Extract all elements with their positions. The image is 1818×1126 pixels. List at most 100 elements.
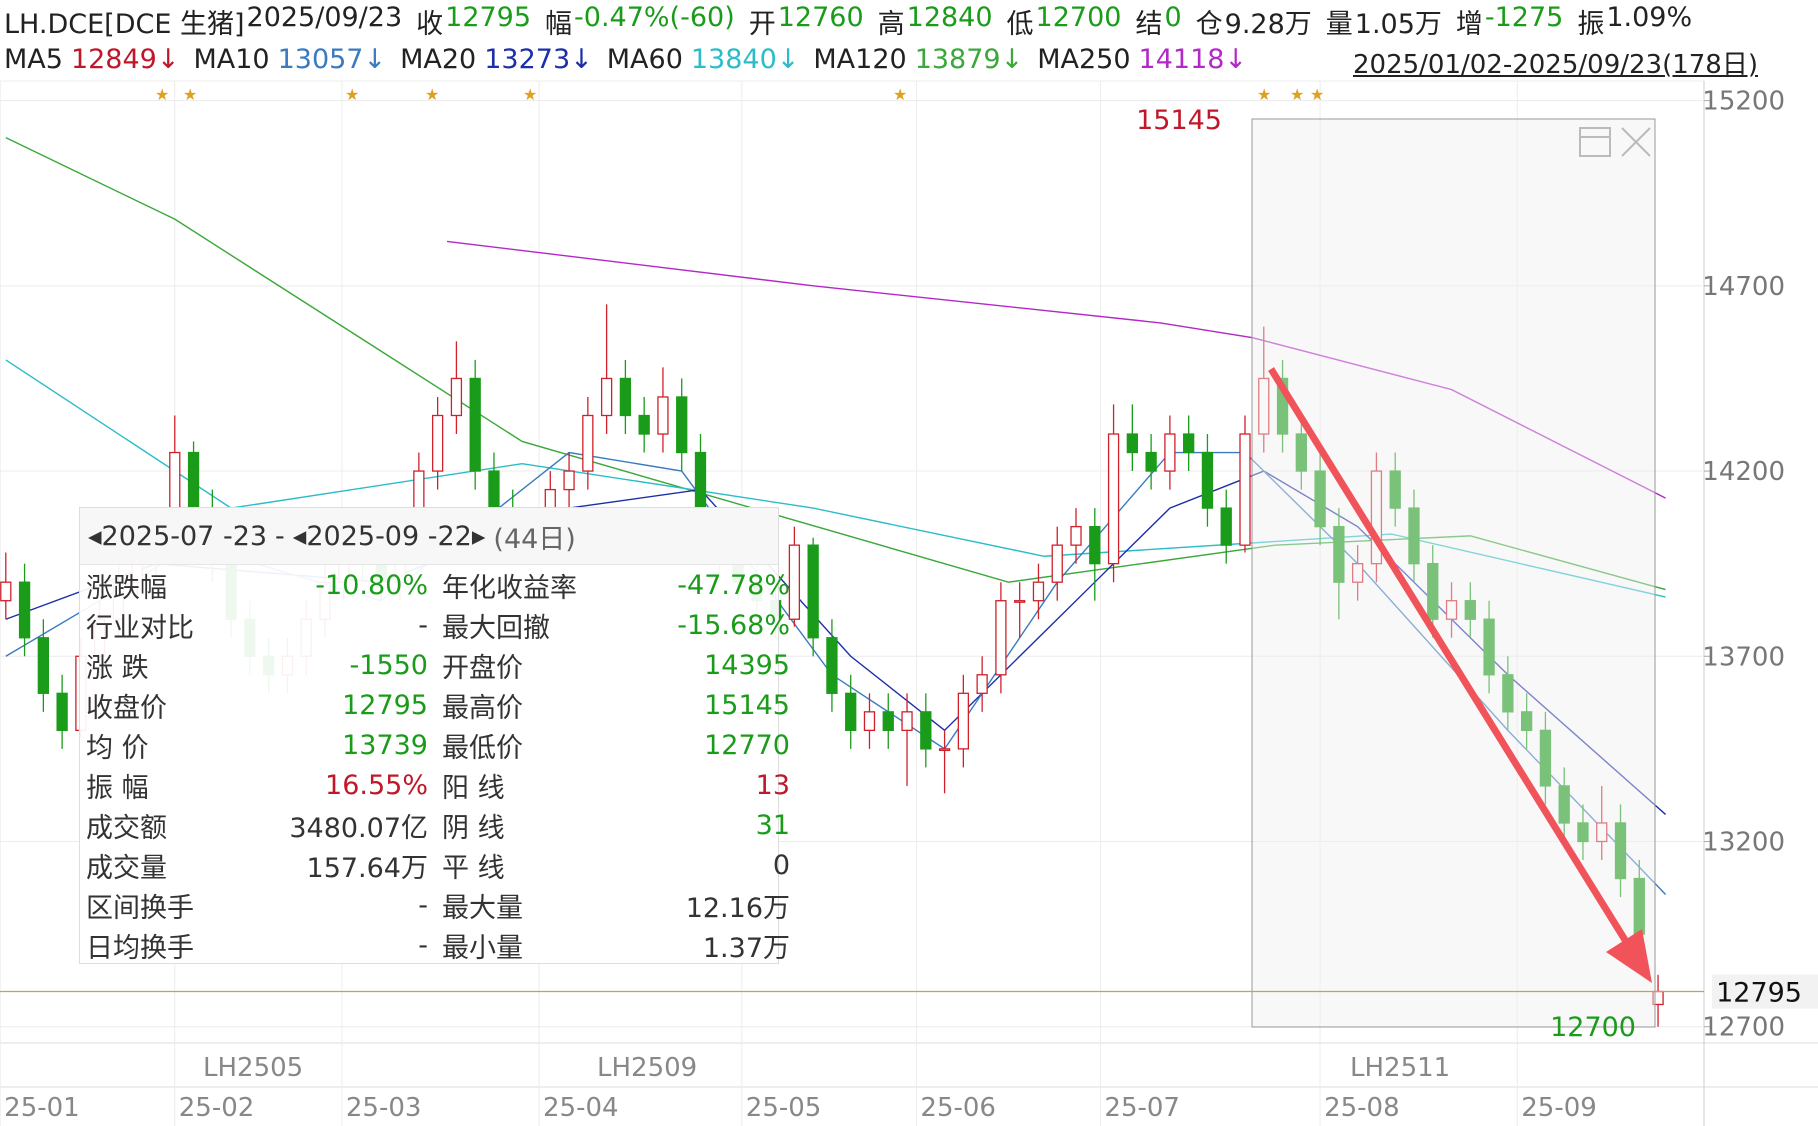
contract-label: LH2511 xyxy=(1350,1053,1450,1083)
candle-body xyxy=(1520,711,1533,732)
date-start[interactable]: ◂2025-07 -23 xyxy=(88,520,268,552)
candle-body xyxy=(1276,377,1289,435)
quote-field: 12840 xyxy=(906,2,993,33)
candle-body xyxy=(638,414,650,435)
candle-body xyxy=(788,544,801,620)
trend-arrow xyxy=(1268,367,1633,950)
arrow-head xyxy=(1606,929,1652,983)
candle-body xyxy=(1352,563,1364,583)
contract-label: LH2505 xyxy=(203,1053,303,1083)
box-buttons[interactable] xyxy=(1579,127,1651,157)
stat-label: 日均换手 xyxy=(86,932,194,964)
stat-row: 成交额 3480.07亿阴 线 31 xyxy=(80,805,790,845)
candle-body xyxy=(187,451,200,509)
candle-body xyxy=(845,692,857,732)
signal-star: ★ xyxy=(1290,85,1304,104)
stats-panel: ◂2025-07 -23 - ◂2025-09 -22▸ (44日) 涨跌幅 -1… xyxy=(79,507,790,965)
candle-body xyxy=(657,396,669,435)
candle-body xyxy=(957,692,970,750)
quote-field: 0 xyxy=(1164,2,1182,33)
quote-field: 高 xyxy=(877,9,905,40)
y-tick-label: 14200 xyxy=(1702,457,1785,487)
stat-value: 12770 xyxy=(704,729,790,761)
last-price-label: 12795 xyxy=(1716,978,1802,1009)
candle-body xyxy=(1614,822,1627,880)
stat-row: 日均换手 - 最小量 1.37万 xyxy=(80,925,790,965)
stat-label: 成交量 xyxy=(86,852,167,884)
candle-body xyxy=(1370,470,1383,565)
candle-body xyxy=(1220,507,1232,546)
stat-value: - xyxy=(418,889,428,921)
ma-value: 12849↓ xyxy=(70,44,180,75)
y-tick-label: 15200 xyxy=(1702,87,1785,117)
stat-value: - xyxy=(418,929,428,961)
candle-body xyxy=(676,396,688,454)
signal-star: ★ xyxy=(183,85,197,104)
ma-value: 13879↓ xyxy=(914,44,1024,75)
candle-body xyxy=(488,470,500,509)
ma-line xyxy=(446,240,1666,499)
quote-field: 结 xyxy=(1135,9,1163,40)
signal-star: ★ xyxy=(1310,85,1324,104)
quote-field: 低 xyxy=(1006,9,1034,40)
stat-label: 涨跌幅 xyxy=(86,572,167,604)
x-tick-label: 25-02 xyxy=(179,1093,255,1123)
stat-row: 区间换手 - 最大量 12.16万 xyxy=(80,885,790,925)
quote-field: 9.28万 xyxy=(1224,9,1312,40)
stat-value: -15.68% xyxy=(677,609,790,641)
candle-body xyxy=(920,711,932,750)
candle-body xyxy=(1183,433,1195,454)
date-range[interactable]: 2025/01/02-2025/09/23(178日) xyxy=(1352,50,1758,80)
candle-body xyxy=(1333,525,1345,583)
stat-value: -1550 xyxy=(349,649,428,681)
candle-body xyxy=(469,377,481,472)
quote-field: 开 xyxy=(748,9,776,40)
days: (44日) xyxy=(493,523,576,555)
candle-body xyxy=(1464,600,1476,620)
stat-label: 阴 线 xyxy=(442,812,505,844)
candle-body xyxy=(1445,600,1458,620)
stat-row: 行业对比 - 最大回撤 -15.68% xyxy=(80,605,790,645)
separator: - xyxy=(275,520,285,552)
x-tick-label: 25-07 xyxy=(1104,1093,1180,1123)
stat-label: 最小量 xyxy=(442,932,523,964)
stat-row: 涨跌幅 -10.80% 年化收益率 -47.78% xyxy=(80,565,790,605)
stat-row: 收盘价 12795 最高价 15145 xyxy=(80,685,790,725)
quote-field: -0.47%(-60) xyxy=(574,2,735,33)
quote-field: 仓 xyxy=(1195,9,1223,40)
quote-field: 12760 xyxy=(777,2,864,33)
quote-field: 振 xyxy=(1577,9,1605,40)
date-end[interactable]: ◂2025-09 -22▸ xyxy=(292,520,486,552)
high-label: 15145 xyxy=(1136,105,1222,136)
signal-star: ★ xyxy=(345,85,359,104)
stat-row: 涨 跌 -1550 开盘价 14395 xyxy=(80,645,790,685)
x-tick-label: 25-08 xyxy=(1324,1093,1400,1123)
stat-value: 12795 xyxy=(342,689,428,721)
ma-value: 13840↓ xyxy=(690,44,800,75)
quote-field: 1.09% xyxy=(1606,2,1693,33)
quote-field: -1275 xyxy=(1484,2,1564,33)
candle-body xyxy=(1596,822,1608,843)
candle-body xyxy=(1089,525,1101,565)
candle-body xyxy=(1483,618,1495,676)
candle-body xyxy=(826,637,838,694)
stat-row: 均 价 13739 最低价 12770 xyxy=(80,725,790,765)
quote-field: LH.DCE[DCE 生猪] xyxy=(4,9,245,40)
stat-label: 均 价 xyxy=(86,732,149,764)
candle-body xyxy=(1107,433,1120,565)
quote-field: 1.05万 xyxy=(1354,9,1442,40)
last-price-tag xyxy=(1712,974,1818,1009)
candle-body xyxy=(563,470,575,491)
candle-body xyxy=(1427,563,1439,620)
stat-label: 年化收益率 xyxy=(442,572,577,604)
candle-body xyxy=(1295,433,1307,472)
stat-value: -10.80% xyxy=(315,569,428,601)
stat-value: 1.37万 xyxy=(702,932,790,964)
candle-body xyxy=(0,581,12,602)
candle-body xyxy=(1145,451,1157,472)
candle-body xyxy=(1070,525,1082,546)
candle-body xyxy=(1314,470,1326,528)
ma-name: MA250 xyxy=(1037,44,1131,75)
candle-body xyxy=(1051,544,1063,583)
